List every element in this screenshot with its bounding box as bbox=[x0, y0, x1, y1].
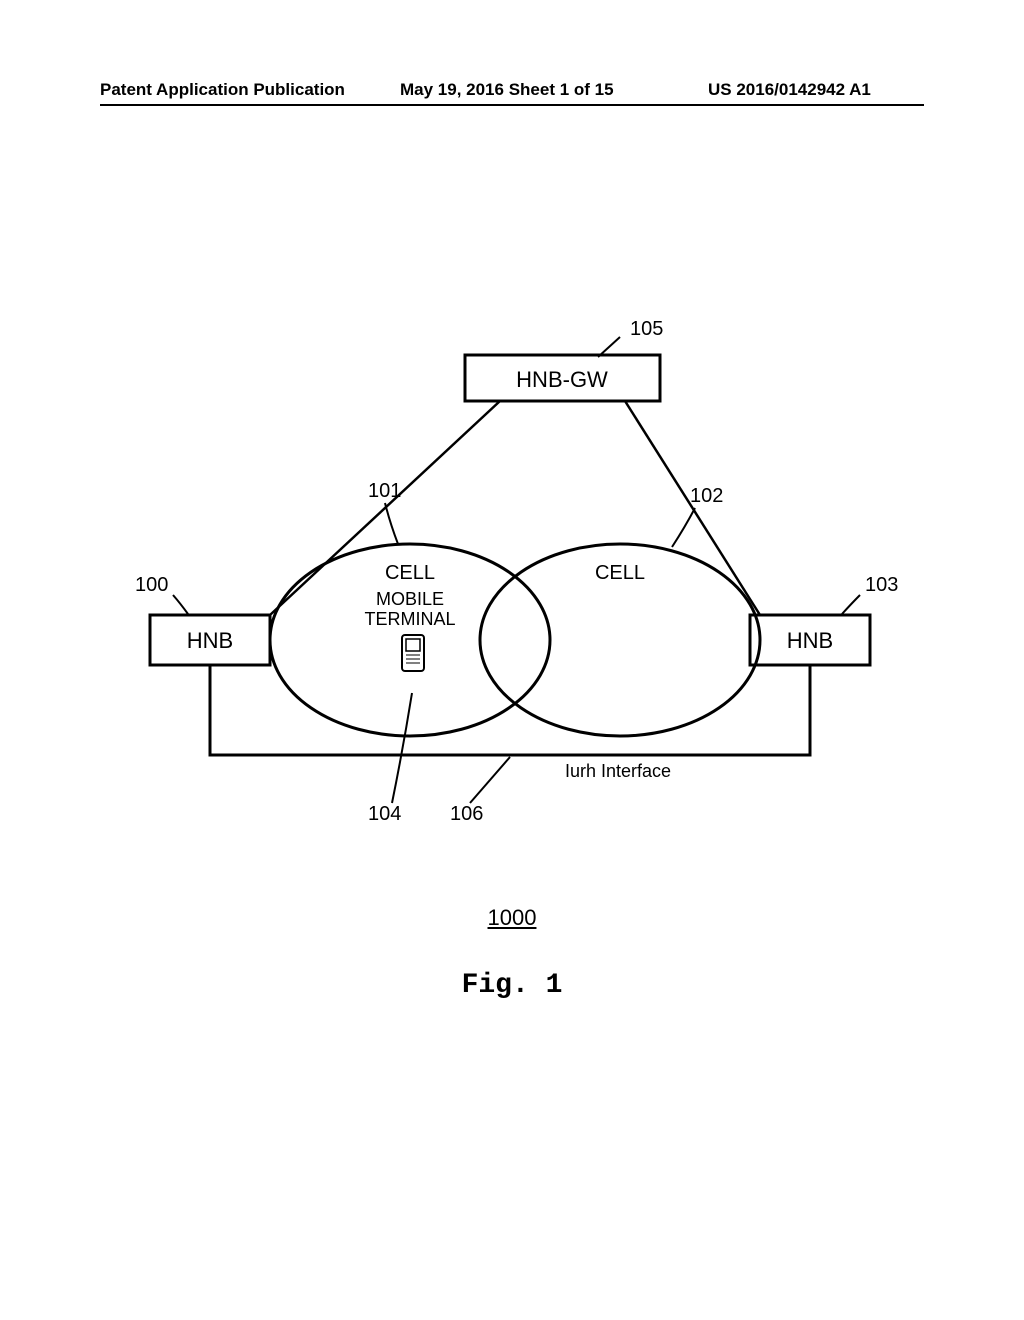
patent-page: Patent Application Publication May 19, 2… bbox=[0, 0, 1024, 1320]
ref-100-leader bbox=[173, 595, 188, 614]
hnb-right-node: HNB bbox=[750, 615, 870, 665]
hnb-gw-node: HNB-GW bbox=[465, 355, 660, 401]
edge-gw-right bbox=[625, 401, 760, 615]
hnb-gw-label: HNB-GW bbox=[516, 367, 608, 392]
ref-102: 102 bbox=[690, 485, 723, 507]
header-middle: May 19, 2016 Sheet 1 of 15 bbox=[400, 80, 614, 100]
ref-104-leader bbox=[392, 693, 412, 803]
ref-106-leader bbox=[470, 757, 510, 803]
iurh-line bbox=[210, 665, 810, 755]
figure-label: Fig. 1 bbox=[0, 970, 1024, 1001]
hnb-left-label: HNB bbox=[187, 628, 233, 653]
phone-icon bbox=[402, 635, 424, 671]
hnb-left-node: HNB bbox=[150, 615, 270, 665]
hnb-right-label: HNB bbox=[787, 628, 833, 653]
ref-104: 104 bbox=[368, 803, 401, 825]
system-number: 1000 bbox=[0, 905, 1024, 931]
header-rule bbox=[100, 104, 924, 106]
ref-101: 101 bbox=[368, 480, 401, 502]
ref-105: 105 bbox=[630, 318, 663, 340]
ref-100: 100 bbox=[135, 574, 168, 596]
header-right: US 2016/0142942 A1 bbox=[708, 80, 871, 100]
mobile-terminal-label-2: TERMINAL bbox=[364, 609, 455, 629]
cell-left-label: CELL bbox=[385, 562, 435, 584]
figure-diagram: HNB-GW HNB HNB CELL CELL MOBILE TERMIN bbox=[120, 300, 904, 900]
mobile-terminal-label-1: MOBILE bbox=[376, 589, 444, 609]
ref-101-leader bbox=[385, 503, 398, 544]
ref-102-leader bbox=[672, 508, 695, 547]
ref-103: 103 bbox=[865, 574, 898, 596]
ref-106: 106 bbox=[450, 803, 483, 825]
ref-103-leader bbox=[842, 595, 860, 614]
cell-right-label: CELL bbox=[595, 562, 645, 584]
iurh-label: Iurh Interface bbox=[565, 761, 671, 781]
header-left: Patent Application Publication bbox=[100, 80, 345, 100]
